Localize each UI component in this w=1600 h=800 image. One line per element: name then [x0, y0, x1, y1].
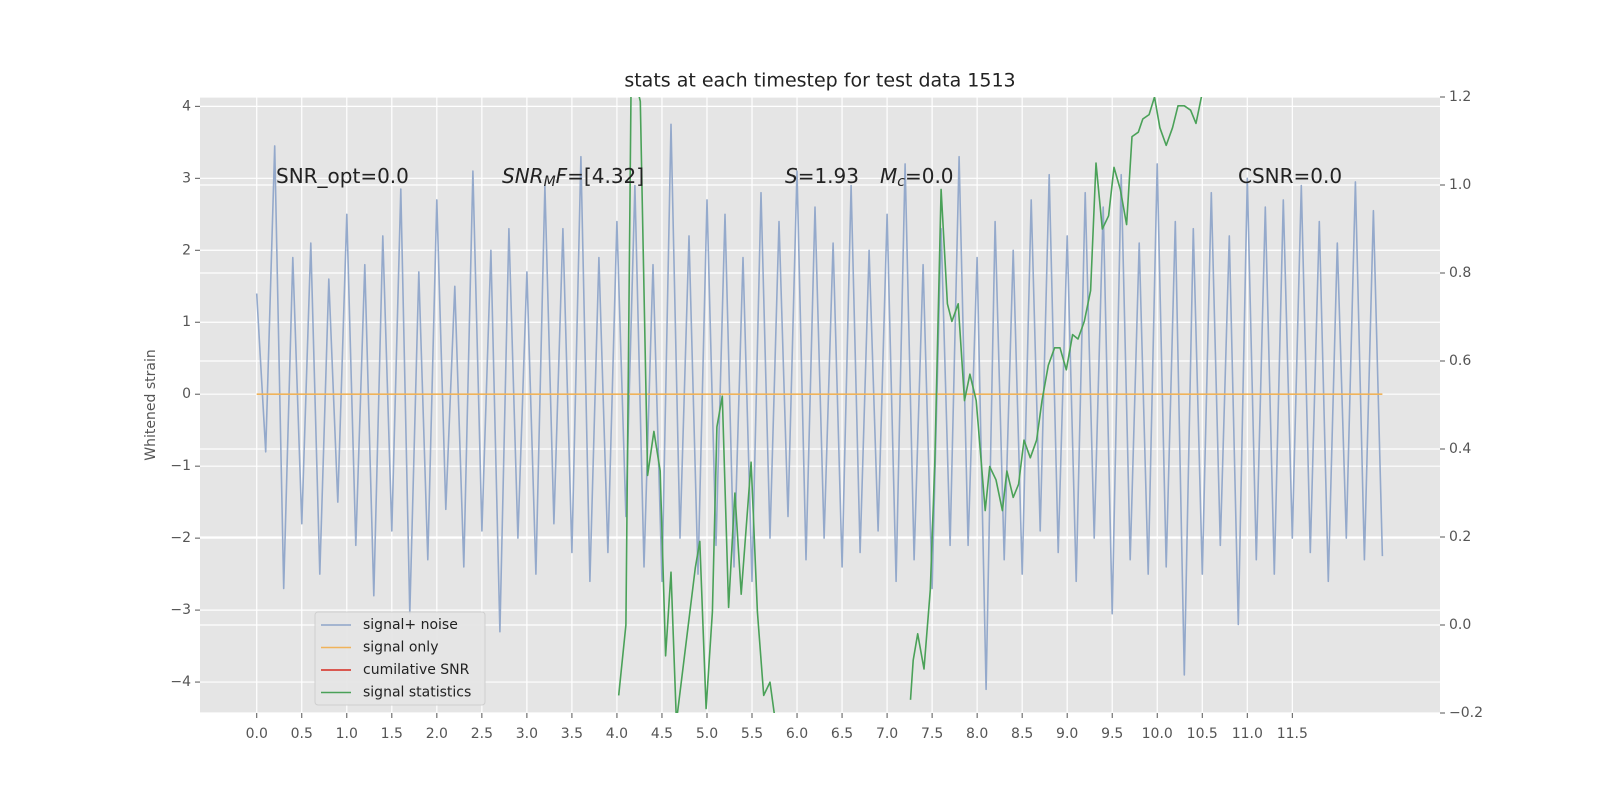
x-tick-label: 0.5: [291, 726, 313, 742]
annotation: SNR_opt=0.0: [276, 164, 409, 188]
plot-marks: [255, 97, 1384, 713]
x-tick-label: 9.5: [1101, 726, 1123, 742]
y-tick-label: 2: [182, 242, 191, 258]
x-tick-label: 0.0: [246, 726, 268, 742]
x-tick-label: 10.0: [1142, 726, 1173, 742]
y2-tick-label: 0.2: [1449, 529, 1471, 545]
annotation-text: =0.0: [905, 164, 954, 188]
annotation-text: M: [880, 164, 897, 188]
annotation-text: F: [556, 164, 568, 188]
x-tick-label: 8.0: [966, 726, 988, 742]
x-tick-label: 5.5: [741, 726, 763, 742]
series-line: [255, 123, 1384, 691]
x-tick-label: 1.0: [336, 726, 358, 742]
x-tick-label: 7.5: [921, 726, 943, 742]
y-tick-label: −4: [170, 674, 191, 690]
x-tick-label: 3.0: [516, 726, 538, 742]
y-tick-label: 3: [182, 170, 191, 186]
axes: 0.0 0.5 1.0 1.5 2.0 2.5 3.0 3.5 4.0 4.5 5.0 5.5 6.0 6…: [170, 89, 1483, 742]
y2-tick-label: 1.0: [1449, 177, 1471, 193]
y-tick-label: −2: [170, 530, 191, 546]
x-tick-label: 4.0: [606, 726, 628, 742]
x-tick-label: 5.0: [696, 726, 718, 742]
annotation: S=1.93: [785, 164, 859, 188]
legend-label: signal only: [363, 640, 438, 656]
x-tick-label: 9.0: [1056, 726, 1078, 742]
x-tick-label: 11.0: [1232, 726, 1263, 742]
annotation-subscript: M: [544, 174, 556, 190]
x-tick-label: 7.0: [876, 726, 898, 742]
y-axis-label: Whitened strain: [143, 349, 159, 460]
chart-title: stats at each timestep for test data 151…: [624, 70, 1015, 92]
annotation-text: SNR: [502, 164, 544, 188]
x-tick-label: 6.0: [786, 726, 808, 742]
annotation: Mc=0.0: [880, 164, 954, 191]
annotation: SNRMF=[4.32]: [502, 164, 644, 191]
x-tick-label: 11.5: [1277, 726, 1308, 742]
legend-label: signal statistics: [363, 685, 471, 701]
annotation-text: SNR_opt=0.0: [276, 164, 409, 188]
annotation: CSNR=0.0: [1238, 164, 1342, 188]
x-tick-label: 2.0: [426, 726, 448, 742]
y2-tick-label: −0.2: [1449, 705, 1483, 721]
y-tick-label: −1: [170, 458, 191, 474]
series-line: [617, 97, 1203, 713]
x-tick-label: 6.5: [831, 726, 853, 742]
annotation-text: =[4.32]: [567, 164, 644, 188]
y2-tick-label: 0.0: [1449, 617, 1471, 633]
y2-tick-label: 1.2: [1449, 89, 1471, 105]
y2-tick-label: 0.8: [1449, 265, 1471, 281]
x-tick-label: 3.5: [561, 726, 583, 742]
annotation-text: CSNR=0.0: [1238, 164, 1342, 188]
legend-label: cumilative SNR: [363, 662, 470, 678]
y-tick-label: 1: [182, 314, 191, 330]
y-tick-label: 4: [182, 98, 191, 114]
legend-label: signal+ noise: [363, 617, 458, 633]
y-tick-label: −3: [170, 602, 191, 618]
x-tick-label: 1.5: [381, 726, 403, 742]
y-tick-label: 0: [182, 386, 191, 402]
x-tick-label: 4.5: [651, 726, 673, 742]
annotation-text: =1.93: [798, 164, 859, 188]
legend: signal+ noise signal only cumilative SNR si…: [314, 611, 486, 706]
x-tick-label: 2.5: [471, 726, 493, 742]
y2-tick-label: 0.4: [1449, 441, 1471, 457]
annotation-subscript: c: [897, 174, 905, 190]
x-tick-label: 10.5: [1187, 726, 1218, 742]
annotation-text: S: [785, 164, 798, 188]
y2-tick-label: 0.6: [1449, 353, 1471, 369]
x-tick-label: 8.5: [1011, 726, 1033, 742]
legend-box: [314, 611, 486, 706]
